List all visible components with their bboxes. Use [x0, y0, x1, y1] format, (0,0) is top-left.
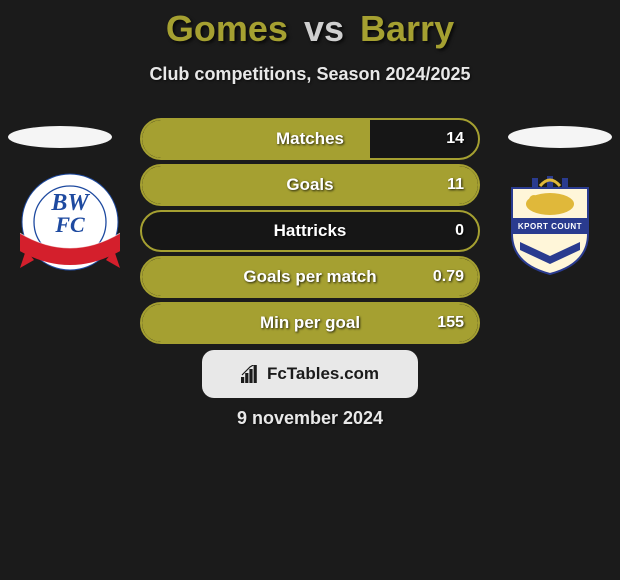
title-vs: vs: [304, 8, 344, 49]
svg-text:KPORT COUNT: KPORT COUNT: [518, 222, 582, 231]
stat-value: 11: [447, 176, 464, 194]
stockport-crest-icon: KPORT COUNT: [500, 176, 600, 276]
title-player2: Barry: [360, 8, 454, 49]
stat-bar-goals: Goals 11: [140, 164, 480, 206]
stat-label: Matches: [142, 129, 478, 149]
stat-label: Hattricks: [142, 221, 478, 241]
stat-value: 0: [455, 222, 464, 240]
bar-chart-icon: [241, 365, 261, 383]
player-marker-right: [508, 126, 612, 148]
page-title: Gomes vs Barry: [0, 0, 620, 50]
subtitle: Club competitions, Season 2024/2025: [0, 64, 620, 85]
stat-bar-goals-per-match: Goals per match 0.79: [140, 256, 480, 298]
svg-text:FC: FC: [54, 212, 85, 237]
brand-text: FcTables.com: [267, 364, 379, 384]
stat-bar-matches: Matches 14: [140, 118, 480, 160]
title-player1: Gomes: [166, 8, 288, 49]
stat-bar-hattricks: Hattricks 0: [140, 210, 480, 252]
club-crest-right: KPORT COUNT: [500, 176, 600, 276]
stat-label: Goals per match: [142, 267, 478, 287]
date-text: 9 november 2024: [0, 408, 620, 429]
brand-pill: FcTables.com: [202, 350, 418, 398]
bwfc-crest-icon: BW FC: [20, 172, 120, 272]
stat-label: Min per goal: [142, 313, 478, 333]
stat-value: 155: [437, 314, 464, 332]
stat-bar-min-per-goal: Min per goal 155: [140, 302, 480, 344]
stat-value: 14: [446, 130, 464, 148]
stat-label: Goals: [142, 175, 478, 195]
stats-container: Matches 14 Goals 11 Hattricks 0 Goals pe…: [140, 118, 480, 348]
club-crest-left: BW FC: [20, 172, 120, 272]
player-marker-left: [8, 126, 112, 148]
stat-value: 0.79: [433, 268, 464, 286]
